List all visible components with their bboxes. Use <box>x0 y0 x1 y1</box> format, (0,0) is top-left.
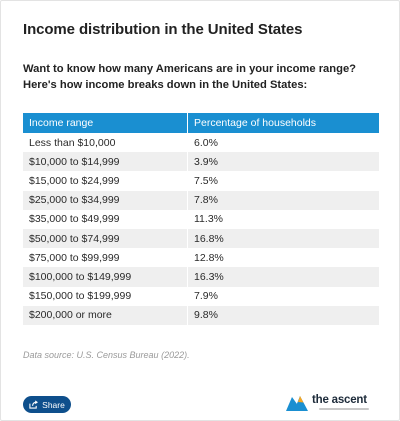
table-header-row: Income range Percentage of households <box>23 113 379 133</box>
brand-name: the ascent <box>312 394 367 406</box>
page-title: Income distribution in the United States <box>23 21 303 38</box>
table-row: $35,000 to $49,999 11.3% <box>23 209 379 229</box>
income-range-cell: $200,000 or more <box>23 305 188 325</box>
column-header-income-range: Income range <box>23 113 188 133</box>
income-range-cell: $35,000 to $49,999 <box>23 209 188 229</box>
income-table: Income range Percentage of households Le… <box>23 113 379 325</box>
table-row: $200,000 or more 9.8% <box>23 305 379 325</box>
percentage-cell: 9.8% <box>187 305 379 325</box>
brand-logo[interactable]: the ascent <box>285 392 385 416</box>
table-row: $75,000 to $99,999 12.8% <box>23 248 379 268</box>
percentage-cell: 7.5% <box>187 171 379 191</box>
share-button[interactable]: Share <box>23 396 71 413</box>
income-range-cell: $50,000 to $74,999 <box>23 228 188 249</box>
income-range-cell: Less than $10,000 <box>23 133 188 153</box>
income-range-cell: $75,000 to $99,999 <box>23 248 188 268</box>
percentage-cell: 6.0% <box>187 133 379 153</box>
intro-text: Want to know how many Americans are in y… <box>23 63 356 91</box>
percentage-cell: 3.9% <box>187 152 379 172</box>
percentage-cell: 16.3% <box>187 267 379 287</box>
table-row: $150,000 to $199,999 7.9% <box>23 286 379 306</box>
percentage-cell: 11.3% <box>187 209 379 229</box>
income-range-cell: $100,000 to $149,999 <box>23 267 188 287</box>
percentage-cell: 7.8% <box>187 190 379 210</box>
percentage-cell: 12.8% <box>187 248 379 268</box>
percentage-cell: 16.8% <box>187 228 379 249</box>
income-range-cell: $15,000 to $24,999 <box>23 171 188 191</box>
income-range-cell: $150,000 to $199,999 <box>23 286 188 306</box>
data-source-note: Data source: U.S. Census Bureau (2022). <box>23 350 190 360</box>
brand-tagline-mark <box>319 408 369 410</box>
income-range-cell: $10,000 to $14,999 <box>23 152 188 172</box>
column-header-percentage: Percentage of households <box>187 113 379 133</box>
table-row: $25,000 to $34,999 7.8% <box>23 190 379 210</box>
ascent-logo-icon <box>285 394 309 417</box>
percentage-cell: 7.9% <box>187 286 379 306</box>
share-icon <box>29 400 39 409</box>
income-range-cell: $25,000 to $34,999 <box>23 190 188 210</box>
share-label: Share <box>42 399 65 410</box>
table-row: $10,000 to $14,999 3.9% <box>23 152 379 172</box>
table-row: $50,000 to $74,999 16.8% <box>23 228 379 249</box>
table-row: $15,000 to $24,999 7.5% <box>23 171 379 191</box>
table-row: Less than $10,000 6.0% <box>23 133 379 153</box>
table-row: $100,000 to $149,999 16.3% <box>23 267 379 287</box>
